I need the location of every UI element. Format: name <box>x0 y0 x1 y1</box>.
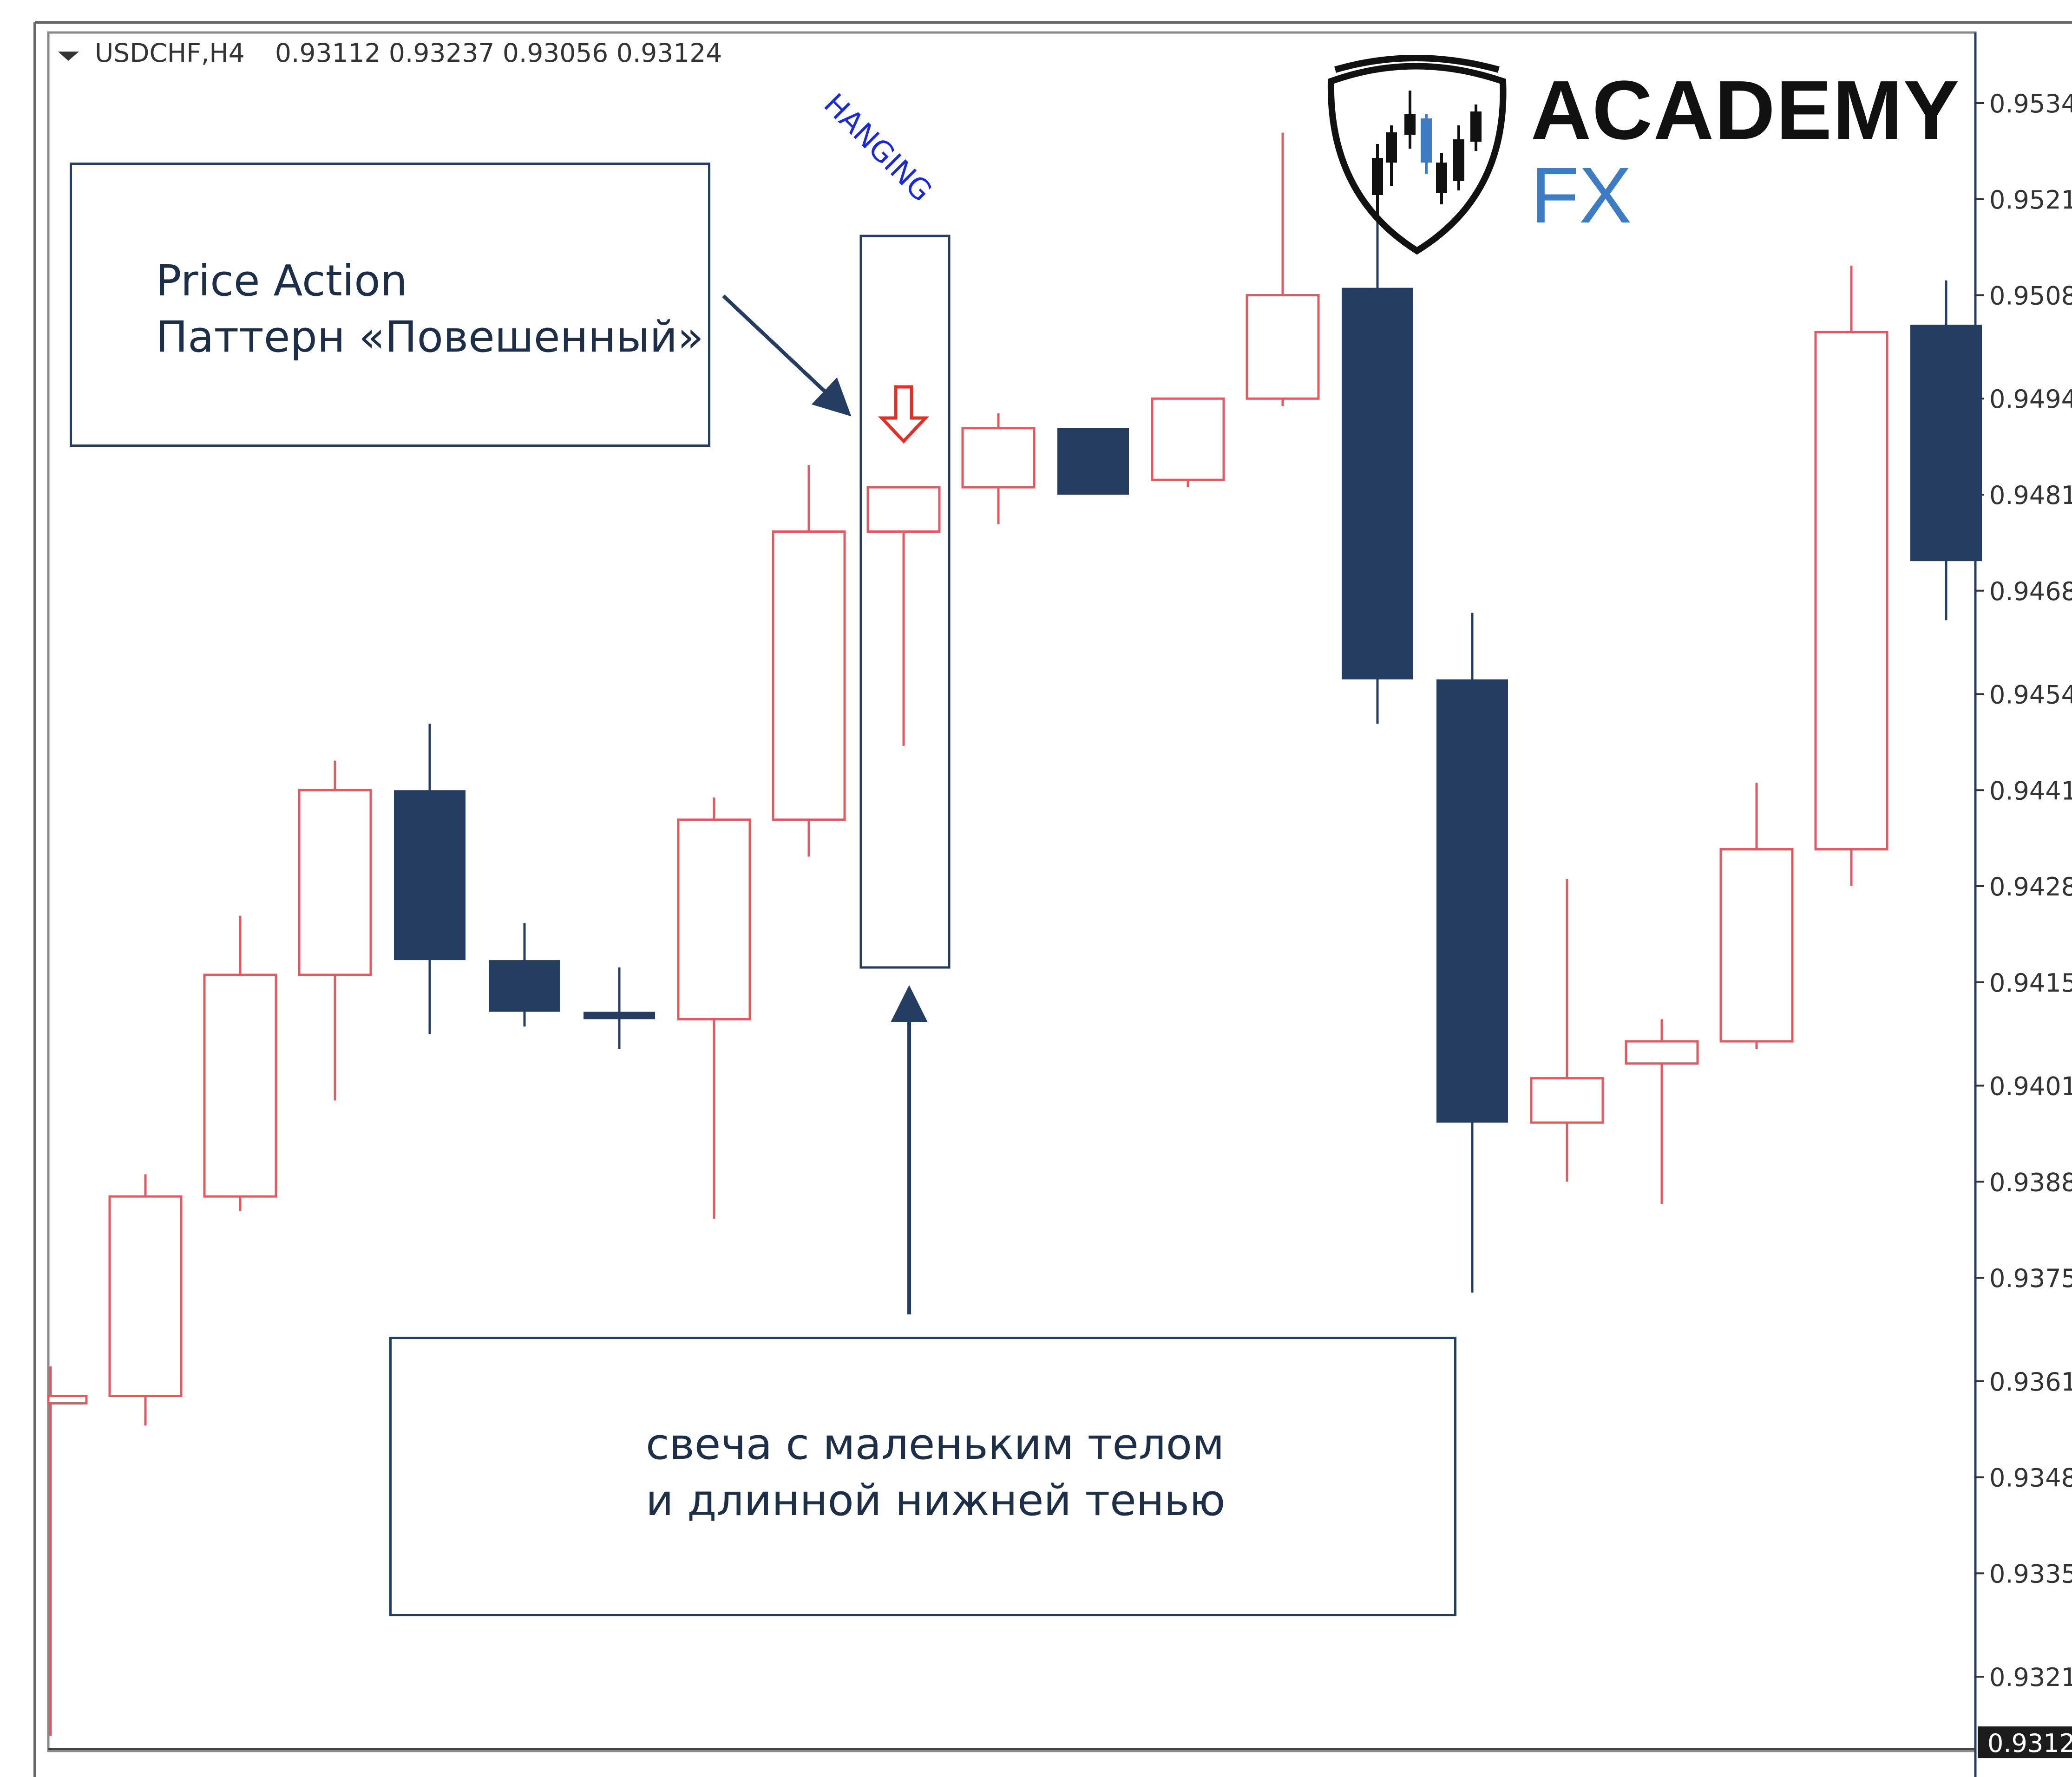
y-tick-label: 0.9521 <box>1989 185 2072 215</box>
candlestick-shield-icon <box>1327 55 1507 255</box>
y-tick-label: 0.9388 <box>1989 1168 2072 1197</box>
annotation-top-line1: Price Action <box>156 256 407 306</box>
candle <box>677 797 751 1219</box>
hanging-pattern-label: HANGING <box>817 87 938 208</box>
candle <box>772 465 846 857</box>
candle-body <box>584 1012 655 1019</box>
candle-body <box>47 1395 88 1405</box>
logo-text-academy: ACADEMY <box>1531 64 1961 157</box>
candle <box>298 760 372 1101</box>
y-tick-label: 0.9428 <box>1989 872 2072 902</box>
candle <box>1436 613 1508 1293</box>
pointer-arrow-top <box>722 294 852 417</box>
candle-body <box>394 790 466 960</box>
candle-body <box>203 973 277 1198</box>
current-price-badge <box>1978 1726 2072 1758</box>
candle-body <box>489 960 560 1012</box>
y-tick-label: 0.9534 <box>1989 89 2072 118</box>
candle-body <box>1530 1077 1604 1124</box>
candle <box>108 1174 183 1426</box>
y-tick-label: 0.9415 <box>1989 968 2072 998</box>
candle-body <box>1719 848 1794 1043</box>
candle-body <box>298 789 372 976</box>
y-tick-label: 0.9454 <box>1989 680 2072 709</box>
y-tick-label: 0.9335 <box>1989 1559 2072 1588</box>
y-tick-label: 0.9361 <box>1989 1367 2072 1397</box>
candle-body <box>1814 331 1888 851</box>
y-tick-label: 0.9375 <box>1989 1264 2072 1293</box>
candle <box>394 724 466 1034</box>
candle-body <box>1910 325 1982 562</box>
candle-body <box>866 486 941 533</box>
candle <box>1625 1019 1699 1204</box>
candle-body <box>1436 679 1508 1123</box>
y-tick-label: 0.9441 <box>1989 776 2072 805</box>
candle-body <box>772 530 846 821</box>
annotation-top-line2: Паттерн «Повешенный» <box>156 312 704 362</box>
annotation-box-bottom <box>389 1337 1456 1616</box>
candle <box>961 413 1036 524</box>
candle <box>47 1366 88 1736</box>
y-tick-label: 0.9321 <box>1989 1663 2072 1692</box>
candle <box>1246 132 1320 406</box>
y-tick-label: 0.9468 <box>1989 577 2072 606</box>
y-tick-label: 0.9348 <box>1989 1463 2072 1493</box>
candle-body <box>677 818 751 1020</box>
hanging-pattern-highlight <box>859 235 951 969</box>
candle <box>584 967 655 1049</box>
candle-body <box>1057 428 1129 495</box>
y-tick-label: 0.9494 <box>1989 385 2072 414</box>
sell-signal-arrow-icon <box>878 385 930 444</box>
candle-body <box>108 1195 183 1398</box>
candle-body <box>1246 294 1320 400</box>
annotation-box-top <box>70 163 710 447</box>
chart-symbol: USDCHF,H4 <box>95 38 245 68</box>
y-tick-label: 0.9401 <box>1989 1072 2072 1101</box>
candle <box>1057 428 1129 495</box>
y-axis: 0.9534 0.9521 0.9508 0.9494 0.9481 0.9468 0.94… <box>1975 89 2072 1758</box>
candle <box>1719 783 1794 1049</box>
candles <box>47 132 1982 1736</box>
candle <box>203 915 277 1211</box>
candle <box>866 486 941 746</box>
dropdown-triangle-icon[interactable] <box>58 52 79 61</box>
candle-body <box>1342 287 1413 679</box>
current-price-label: 0.9312 <box>1987 1729 2072 1758</box>
candle <box>1342 221 1413 724</box>
candle-body <box>1151 397 1225 481</box>
candle-body <box>1625 1040 1699 1065</box>
y-tick-label: 0.9481 <box>1989 481 2072 510</box>
logo-text-fx: FX <box>1531 151 1632 240</box>
candle <box>1530 879 1604 1182</box>
chart-ohlc: 0.93112 0.93237 0.93056 0.93124 <box>275 38 722 68</box>
annotation-bottom-line2: и длинной нижней тенью <box>646 1476 1226 1525</box>
candle <box>1910 280 1982 621</box>
candle <box>1814 265 1888 887</box>
y-tick-label: 0.9508 <box>1989 281 2072 311</box>
candle <box>1151 397 1225 488</box>
candle-body <box>961 427 1036 489</box>
candle <box>489 923 560 1027</box>
annotation-bottom-line1: свеча с маленьким телом <box>646 1419 1225 1469</box>
